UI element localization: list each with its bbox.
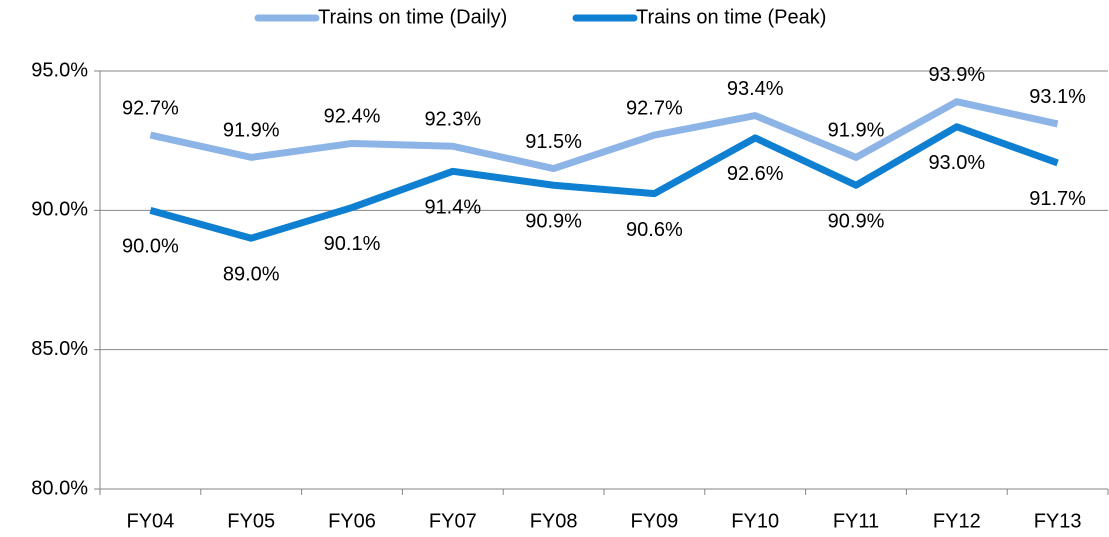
x-tick-label: FY05 [227,510,275,532]
x-tick-label: FY08 [530,510,578,532]
x-tick-label: FY12 [933,510,981,532]
data-label: 92.3% [424,109,481,131]
x-tick-label: FY09 [630,510,678,532]
y-tick-label: 90.0% [31,199,88,221]
x-tick-label: FY11 [833,510,879,532]
data-label: 90.6% [626,219,683,241]
legend-label: Trains on time (Daily) [318,6,507,28]
x-tick-label: FY13 [1034,510,1082,532]
data-label: 90.9% [828,211,885,233]
data-label: 91.9% [828,120,885,142]
x-tick-label: FY04 [126,510,174,532]
y-tick-label: 85.0% [31,338,88,360]
x-tick-label: FY10 [731,510,779,532]
data-label: 92.7% [122,97,179,119]
data-label: 93.9% [928,64,985,86]
data-label: 93.4% [727,78,784,100]
data-label: 90.1% [324,233,381,255]
data-label: 91.4% [424,197,481,219]
data-label: 92.6% [727,163,784,185]
legend-label: Trains on time (Peak) [636,6,826,28]
data-label: 93.0% [928,152,985,174]
y-tick-label: 95.0% [31,59,88,81]
y-tick-label: 80.0% [31,477,88,499]
line-series [149,98,1059,173]
data-label: 91.9% [223,120,280,142]
data-label: 92.7% [626,97,683,119]
x-tick-label: FY07 [429,510,477,532]
data-label: 90.9% [525,211,582,233]
data-label: 92.4% [324,106,381,128]
data-label: 91.5% [525,131,582,153]
data-label: 89.0% [223,263,280,285]
line-series [149,123,1059,242]
x-tick-label: FY06 [328,510,376,532]
data-label: 90.0% [122,236,179,258]
data-label: 91.7% [1029,188,1086,210]
data-label: 93.1% [1029,86,1086,108]
